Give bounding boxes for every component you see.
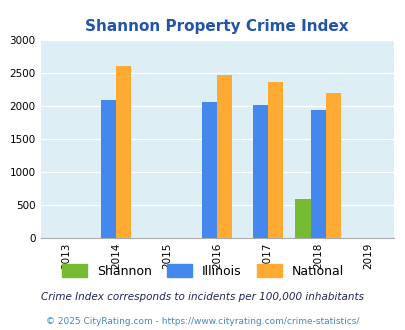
Bar: [217, 75, 232, 238]
Bar: [325, 93, 340, 238]
Bar: [267, 82, 282, 238]
Title: Shannon Property Crime Index: Shannon Property Crime Index: [85, 19, 348, 34]
Bar: [116, 66, 131, 238]
Bar: [310, 110, 325, 238]
Bar: [101, 100, 116, 238]
Bar: [295, 199, 310, 238]
Text: © 2025 CityRating.com - https://www.cityrating.com/crime-statistics/: © 2025 CityRating.com - https://www.city…: [46, 317, 359, 326]
Bar: [252, 105, 267, 238]
Bar: [202, 102, 217, 238]
Text: Crime Index corresponds to incidents per 100,000 inhabitants: Crime Index corresponds to incidents per…: [41, 292, 364, 302]
Legend: Shannon, Illinois, National: Shannon, Illinois, National: [57, 259, 348, 283]
